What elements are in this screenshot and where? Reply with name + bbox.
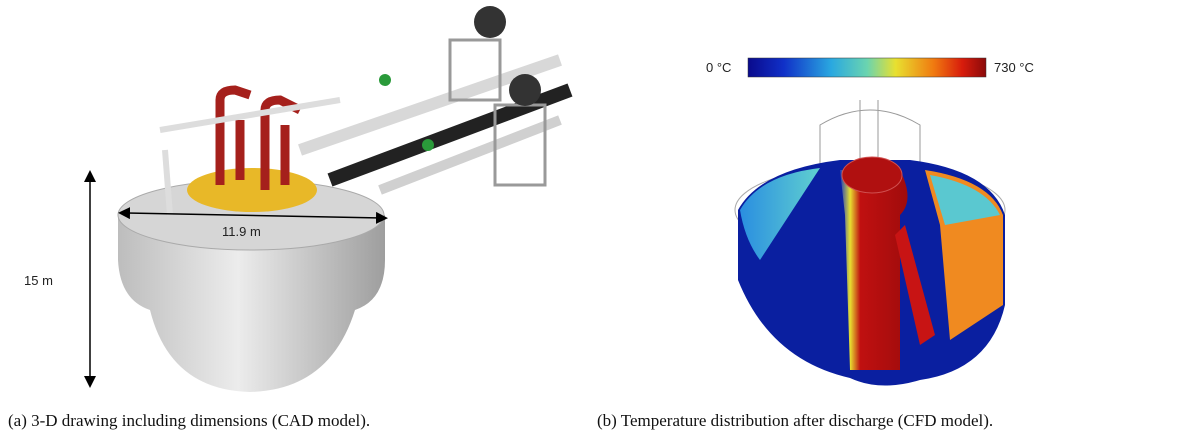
colorbar-max-label: 730 °C (994, 60, 1034, 75)
cad-panel: 15 m 11.9 m (24, 6, 570, 392)
height-label: 15 m (24, 273, 53, 288)
colorbar-min-label: 0 °C (706, 60, 731, 75)
caption: (b) Temperature distribution after disch… (597, 411, 993, 430)
colorbar (748, 58, 986, 77)
diameter-label: 11.9 m (222, 224, 261, 239)
cfd-panel: 0 °C 730 °C (706, 58, 1034, 386)
caption: (a) 3-D drawing including dimensions (CA… (8, 411, 370, 430)
figure: 15 m 11.9 m 0 °C 730 °C (a) 3-D drawing … (0, 0, 1188, 437)
